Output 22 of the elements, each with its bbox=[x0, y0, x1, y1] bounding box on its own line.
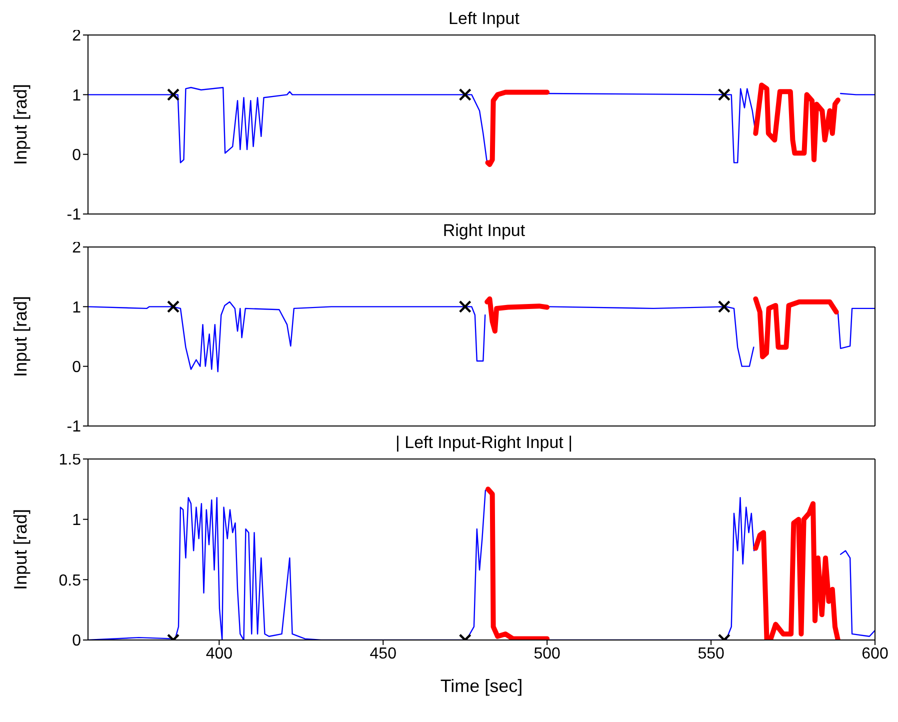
x-axis-title: Time [sec] bbox=[440, 676, 523, 696]
y-tick-label: 0 bbox=[72, 632, 82, 650]
y-axis-title: Input [rad] bbox=[10, 84, 30, 166]
x-tick-label: 400 bbox=[206, 645, 233, 662]
chart-title: | Left Input-Right Input | bbox=[395, 433, 573, 452]
y-tick-label: 1 bbox=[72, 87, 82, 104]
y-tick-label: 1 bbox=[72, 299, 82, 316]
y-tick-label: 1.5 bbox=[58, 452, 82, 469]
y-tick-label: 1 bbox=[72, 512, 82, 530]
y-tick-label: -1 bbox=[66, 206, 82, 224]
y-tick-label: 0 bbox=[72, 147, 82, 164]
x-tick-label: 600 bbox=[862, 645, 888, 662]
chart-title: Left Input bbox=[448, 9, 520, 28]
x-tick-label: 500 bbox=[534, 645, 561, 662]
y-tick-label: 0 bbox=[72, 359, 82, 376]
y-axis-title: Input [rad] bbox=[10, 296, 30, 378]
y-tick-label: -1 bbox=[66, 418, 82, 436]
y-axis-title: Input [rad] bbox=[10, 508, 30, 590]
chart-title: Right Input bbox=[442, 221, 526, 240]
x-tick-label: 450 bbox=[370, 645, 397, 662]
y-tick-label: 0.5 bbox=[58, 572, 82, 590]
x-tick-label: 550 bbox=[698, 645, 724, 662]
